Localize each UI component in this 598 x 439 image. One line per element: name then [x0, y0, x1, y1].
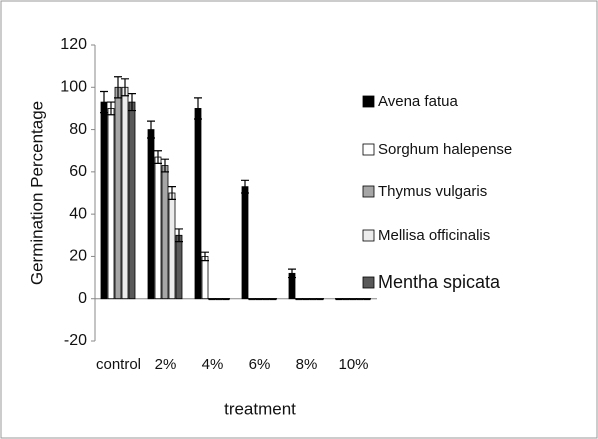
error-bar: [154, 150, 162, 164]
error-bar: [100, 90, 108, 114]
error-bar: [161, 158, 169, 173]
legend-swatch: [362, 95, 375, 108]
bar: [147, 129, 155, 300]
error-bar: [201, 251, 209, 262]
error-bar: [128, 93, 136, 112]
legend-label: Sorghum halepense: [378, 141, 512, 158]
error-bar: [107, 101, 115, 116]
y-tick-label: 100: [60, 79, 87, 96]
error-bar: [194, 97, 202, 120]
legend-label: Thymus vulgaris: [378, 183, 487, 200]
bar: [100, 101, 108, 300]
bar: [128, 101, 136, 300]
y-tick-label: 0: [78, 290, 87, 307]
x-tick-label: 4%: [202, 356, 224, 373]
error-bar: [175, 228, 183, 243]
bar: [194, 108, 202, 300]
y-tick-label: 60: [69, 163, 87, 180]
x-tick-label: 6%: [249, 356, 271, 373]
bar: [168, 192, 176, 300]
y-tick-label: -20: [64, 332, 87, 349]
x-tick-label: 2%: [155, 356, 177, 373]
y-tick-label: 80: [69, 121, 87, 138]
error-bar: [241, 179, 249, 194]
y-tick-label: 40: [69, 205, 87, 222]
bar: [241, 186, 249, 300]
x-tick-label: 10%: [338, 356, 368, 373]
error-bar: [147, 120, 155, 139]
legend-swatch: [362, 276, 375, 289]
bar: [201, 256, 209, 300]
legend-swatch: [362, 185, 375, 198]
x-axis-title: treatment: [224, 399, 296, 418]
legend-label: Mellisa officinalis: [378, 227, 490, 244]
bar: [154, 156, 162, 300]
bar: [161, 165, 169, 300]
y-axis-title: Germination Percentage: [27, 101, 46, 285]
y-tick-label: 120: [60, 36, 87, 53]
error-bar: [288, 268, 296, 279]
legend-label: Avena fatua: [378, 93, 458, 110]
x-tick-label: control: [96, 356, 141, 373]
bar: [114, 86, 122, 300]
bar: [107, 108, 115, 300]
error-bar: [114, 76, 122, 99]
legend-swatch: [362, 143, 375, 156]
bar: [121, 86, 129, 300]
bar: [175, 234, 183, 300]
x-tick-label: 8%: [296, 356, 318, 373]
error-bar: [168, 186, 176, 200]
legend-label: Mentha spicata: [378, 272, 501, 292]
legend-swatch: [362, 229, 375, 242]
error-bar: [121, 78, 129, 97]
y-tick-label: 20: [69, 248, 87, 265]
